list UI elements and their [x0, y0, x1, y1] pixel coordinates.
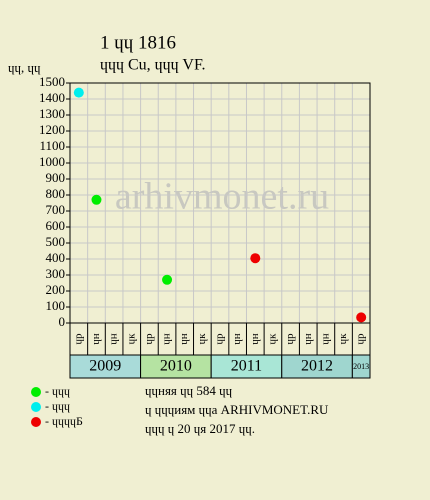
note: ɥ ɥɥɥиям ɥɥа ARHIVMONET.RU	[145, 402, 329, 417]
y-tick-label: 1000	[39, 154, 65, 169]
x-tick-label: ɥк	[266, 333, 278, 345]
y-tick-label: 1500	[39, 74, 65, 89]
plot-area	[69, 82, 371, 324]
x-tick-label: ɥн	[249, 333, 261, 345]
legend-label: - ɥɥɥ	[45, 384, 70, 398]
y-tick-label: 1300	[39, 106, 65, 121]
y-tick-label: 1200	[39, 122, 65, 137]
year-label: 2012	[301, 358, 333, 375]
chart-subtitle: ɥɥɥ Cu, ɥɥɥ VF.	[100, 57, 206, 74]
x-tick-label: ɥк	[196, 333, 208, 345]
y-tick-label: 1100	[39, 138, 65, 153]
note: ɥɥɥ ɥ 20 ɥя 2017 ɥɥ.	[145, 421, 255, 436]
point	[356, 312, 367, 323]
y-tick-label: 600	[46, 218, 66, 233]
x-tick-label: ɥр	[284, 333, 296, 345]
year-label: 2013	[353, 362, 369, 371]
y-axis-label: ɥɥ, ɥɥ	[8, 60, 41, 75]
y-tick-label: 900	[46, 170, 66, 185]
year-label: 2009	[89, 358, 121, 375]
x-tick-label: ɥн	[90, 333, 102, 345]
point	[73, 87, 84, 98]
x-tick-label: ɥр	[355, 333, 367, 345]
y-tick-label: 200	[46, 282, 66, 297]
legend-label: - ɥɥɥ	[45, 399, 70, 413]
year-band	[351, 354, 371, 379]
y-tick-label: 0	[59, 314, 66, 329]
x-tick-label: ɥн	[302, 333, 314, 345]
y-tick-label: 500	[46, 234, 66, 249]
y-tick-label: 700	[46, 202, 66, 217]
x-tick-label: ɥн	[319, 333, 331, 345]
year-label: 2010	[160, 358, 192, 375]
legend-marker	[31, 417, 41, 427]
x-tick-label: ɥр	[143, 333, 155, 345]
x-tick-label: ɥн	[231, 333, 243, 345]
y-tick-label: 100	[46, 298, 66, 313]
x-tick-label: ɥн	[108, 333, 120, 345]
x-tick-label: ɥк	[337, 333, 349, 345]
x-tick-label: ɥк	[125, 333, 137, 345]
x-tick-label: ɥн	[178, 333, 190, 345]
x-tick-label: ɥн	[161, 333, 173, 345]
y-tick-label: 800	[46, 186, 66, 201]
note: ɥɥняя ɥɥ 584 ɥɥ	[145, 383, 233, 398]
legend-marker	[31, 387, 41, 397]
point	[91, 194, 102, 205]
legend-marker	[31, 402, 41, 412]
y-tick-label: 400	[46, 250, 66, 265]
x-tick-label: ɥр	[214, 333, 226, 345]
x-tick-label: ɥр	[72, 333, 84, 345]
year-label: 2011	[231, 358, 262, 375]
point	[250, 253, 261, 264]
point	[162, 274, 173, 285]
legend-label: - ɥɥɥɥБ	[45, 414, 83, 428]
y-tick-label: 1400	[39, 90, 65, 105]
y-tick-label: 300	[46, 266, 66, 281]
chart-title: 1 ɥɥ 1816	[100, 32, 176, 53]
